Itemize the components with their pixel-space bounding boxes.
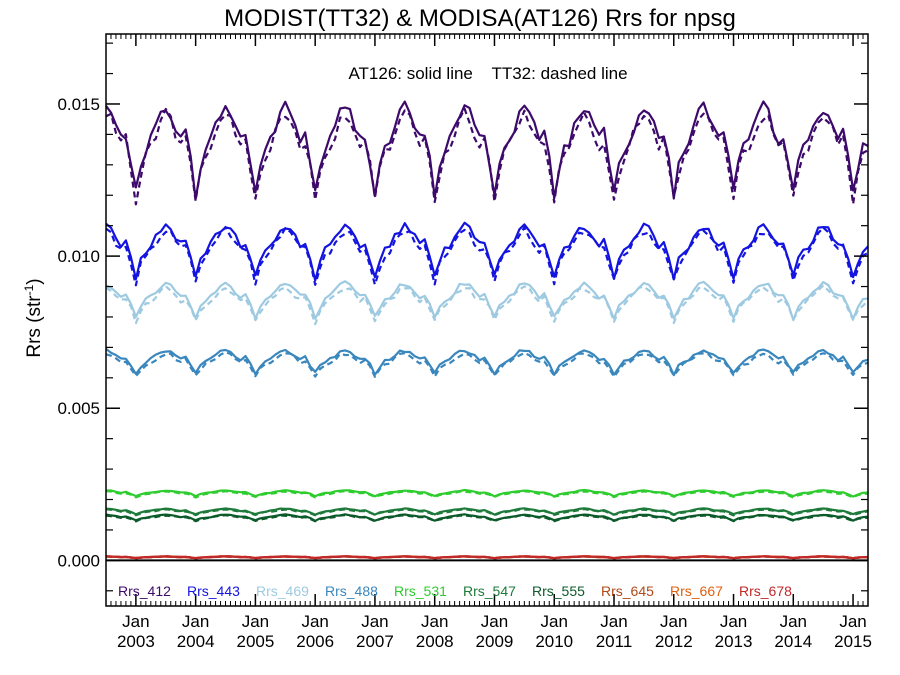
y-axis-label-close: ) — [24, 278, 45, 284]
series-Rrs_531-tt32-line — [105, 490, 869, 499]
y-tick-label: 0.010 — [57, 247, 100, 266]
x-tick-month: Jan — [242, 612, 269, 631]
x-tick-year: 2006 — [296, 632, 334, 651]
series-Rrs_555-tt32-line — [105, 513, 869, 523]
x-tick-year: 2007 — [356, 632, 394, 651]
y-tick-label: 0.005 — [57, 399, 100, 418]
line-style-annotation: AT126: solid line TT32: dashed line — [348, 64, 627, 83]
x-tick-month: Jan — [182, 612, 209, 631]
legend-label-Rrs_678: Rrs_678 — [739, 583, 792, 599]
series-Rrs_678-tt32-line — [105, 555, 869, 560]
legend-label-Rrs_645: Rrs_645 — [601, 583, 654, 599]
legend-label-Rrs_443: Rrs_443 — [187, 583, 240, 599]
legend-label-Rrs_469: Rrs_469 — [256, 583, 309, 599]
series-Rrs_555 — [105, 513, 869, 523]
legend: Rrs_412 Rrs_443 Rrs_469 Rrs_488 Rrs_531 Rrs_5… — [118, 583, 792, 599]
x-tick-month: Jan — [660, 612, 687, 631]
x-tick-month: Jan — [780, 612, 807, 631]
series-Rrs_443-tt32-line — [105, 226, 869, 287]
x-tick-month: Jan — [600, 612, 627, 631]
legend-label-Rrs_531: Rrs_531 — [394, 583, 447, 599]
chart-title: MODIST(TT32) & MODISA(AT126) Rrs for nps… — [224, 5, 736, 32]
x-tick-month: Jan — [122, 612, 149, 631]
series-Rrs_469 — [105, 280, 869, 326]
x-tick-month: Jan — [839, 612, 866, 631]
x-tick-year: 2013 — [715, 632, 753, 651]
x-tick-year: 2015 — [834, 632, 872, 651]
x-tick-year: 2011 — [596, 632, 633, 651]
series-layer — [105, 100, 869, 560]
y-axis-label-main: Rrs (str — [24, 295, 45, 358]
y-tick-label: 0.015 — [57, 95, 100, 114]
legend-label-Rrs_547: Rrs_547 — [463, 583, 516, 599]
legend-label-Rrs_488: Rrs_488 — [325, 583, 378, 599]
series-Rrs_412 — [105, 100, 869, 206]
legend-label-Rrs_412: Rrs_412 — [118, 583, 171, 599]
axis-layer: 0.0000.0050.0100.015Jan2003Jan2004Jan200… — [57, 33, 872, 651]
series-Rrs_531 — [105, 488, 869, 499]
y-axis-label-superscript: -1 — [22, 284, 36, 295]
x-tick-month: Jan — [720, 612, 747, 631]
series-Rrs_469-at126-line — [105, 280, 869, 322]
x-tick-year: 2004 — [177, 632, 215, 651]
series-Rrs_488-at126-line — [105, 348, 869, 377]
x-tick-year: 2008 — [416, 632, 454, 651]
x-tick-month: Jan — [301, 612, 328, 631]
series-Rrs_488 — [105, 348, 869, 378]
x-tick-month: Jan — [481, 612, 508, 631]
legend-label-Rrs_667: Rrs_667 — [670, 583, 723, 599]
x-tick-month: Jan — [541, 612, 568, 631]
y-tick-label: 0.000 — [57, 551, 100, 570]
y-axis-label: Rrs (str-1) — [22, 278, 45, 357]
x-tick-year: 2009 — [476, 632, 514, 651]
series-Rrs_412-tt32-line — [105, 107, 869, 206]
series-Rrs_443-at126-line — [105, 221, 869, 282]
x-tick-month: Jan — [421, 612, 448, 631]
series-Rrs_547-tt32-line — [105, 508, 869, 517]
x-tick-year: 2010 — [535, 632, 573, 651]
series-Rrs_678 — [105, 555, 869, 560]
plot-frame — [105, 33, 869, 607]
x-tick-year: 2012 — [655, 632, 693, 651]
x-tick-year: 2014 — [774, 632, 812, 651]
x-tick-month: Jan — [361, 612, 388, 631]
series-Rrs_443 — [105, 221, 869, 287]
x-tick-year: 2003 — [117, 632, 155, 651]
x-tick-year: 2005 — [236, 632, 274, 651]
series-Rrs_469-tt32-line — [105, 284, 869, 326]
series-Rrs_547 — [105, 507, 869, 517]
legend-label-Rrs_555: Rrs_555 — [532, 583, 585, 599]
